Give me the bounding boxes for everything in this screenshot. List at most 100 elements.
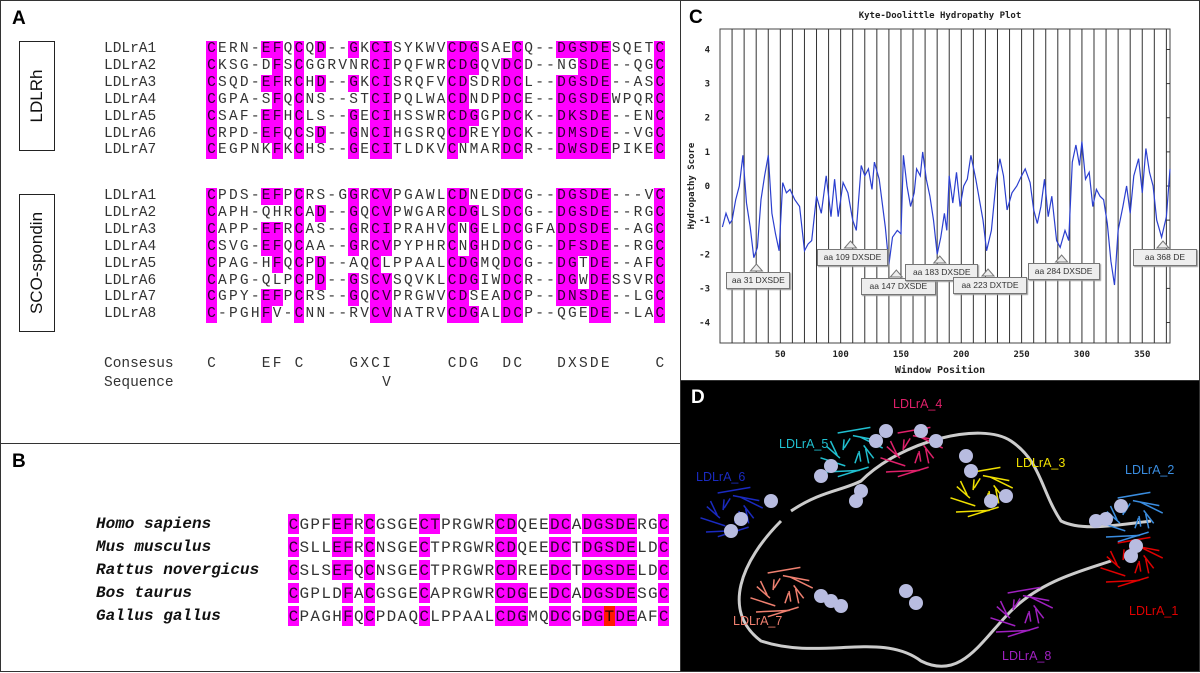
- residue: -: [622, 188, 632, 204]
- residue: I: [381, 221, 392, 239]
- residue: H: [261, 255, 271, 272]
- residue: E: [599, 289, 611, 307]
- residue: E: [599, 306, 611, 324]
- residue: E: [599, 125, 611, 143]
- residue: C: [370, 74, 381, 92]
- residue: C: [654, 255, 666, 273]
- residue: F: [535, 221, 544, 238]
- residue: D: [582, 560, 593, 580]
- label-ldlra-2: LDLrA_2: [1125, 463, 1175, 477]
- residue: -: [338, 41, 348, 57]
- residue: G: [218, 289, 227, 306]
- side-chain-stick: [973, 478, 981, 489]
- sequence-row: Sequence V: [104, 375, 674, 392]
- residue: A: [218, 221, 227, 238]
- residue: E: [502, 41, 512, 57]
- residue: Q: [353, 608, 364, 626]
- consensus-char: [490, 356, 501, 373]
- residue: A: [349, 255, 358, 272]
- residue: -: [546, 108, 555, 125]
- side-chain-stick: [1138, 515, 1142, 527]
- residue: D: [457, 204, 469, 222]
- residue: -: [327, 142, 337, 159]
- consensus-char: [337, 375, 348, 392]
- residue: R: [452, 539, 462, 557]
- residue: K: [524, 125, 533, 142]
- residue: W: [425, 91, 435, 108]
- side-chain-stick: [788, 590, 792, 602]
- residue: C: [560, 606, 572, 626]
- residue: E: [331, 537, 343, 557]
- residue: G: [462, 585, 473, 603]
- consensus-char: [370, 375, 381, 392]
- residue: S: [321, 562, 331, 580]
- residue: A: [633, 255, 643, 272]
- calcium-sphere: [999, 489, 1013, 503]
- residue: C: [370, 188, 381, 205]
- residue: Q: [283, 255, 293, 272]
- residue: D: [588, 306, 600, 324]
- residue: G: [299, 516, 310, 534]
- residue: P: [283, 272, 293, 289]
- residue: D: [501, 74, 513, 92]
- residue: C: [206, 188, 217, 205]
- residue: V: [436, 41, 446, 57]
- residue: D: [588, 238, 600, 256]
- x-tick-label: 350: [1134, 350, 1150, 360]
- residue: V: [381, 306, 392, 324]
- residue: K: [566, 108, 578, 126]
- residue: D: [556, 108, 567, 126]
- residue: A: [637, 608, 647, 626]
- residue: D: [566, 221, 578, 239]
- residue: D: [588, 289, 600, 307]
- residue: D: [501, 142, 513, 160]
- residue: A: [414, 188, 424, 204]
- residue: S: [469, 74, 479, 91]
- consensus-char: X: [360, 356, 369, 372]
- side-chain-stick: [982, 474, 1010, 482]
- residue: R: [228, 41, 238, 57]
- residue: E: [644, 142, 654, 159]
- residue: D: [414, 142, 424, 159]
- x-tick-label: 50: [775, 350, 786, 360]
- residue: D: [457, 188, 469, 205]
- residue: I: [381, 41, 392, 58]
- residue: C: [446, 204, 458, 222]
- species-row: Rattus novergicus C S L S E F Q C N S G E C T P R G W R C D R E…: [96, 559, 676, 581]
- consensus-char: [425, 356, 436, 373]
- residue: D: [505, 606, 517, 626]
- residue: -: [546, 57, 555, 74]
- residue: T: [571, 539, 582, 557]
- residue: -: [250, 204, 260, 221]
- residue: K: [218, 57, 227, 74]
- residue: C: [293, 272, 305, 290]
- residue: G: [644, 221, 654, 238]
- residue: E: [625, 560, 637, 580]
- residue: E: [260, 41, 272, 58]
- residue: C: [446, 221, 458, 239]
- residue: G: [462, 516, 473, 534]
- residue: R: [436, 204, 446, 221]
- consensus-char: [326, 356, 337, 373]
- residue: C: [560, 560, 572, 580]
- residue: D: [648, 562, 658, 580]
- residue: I: [381, 142, 392, 160]
- residue: P: [622, 91, 632, 108]
- residue: E: [480, 188, 490, 204]
- residue: -: [535, 108, 544, 125]
- calcium-sphere: [824, 459, 838, 473]
- residue: Y: [403, 238, 413, 255]
- domain-name: LDLrA3: [104, 74, 157, 91]
- side-chain-stick: [959, 480, 968, 496]
- residue: P: [414, 238, 424, 255]
- residue: Q: [261, 272, 271, 289]
- residue: E: [599, 255, 611, 273]
- alignment-row: LDLrA1 C P D S - E F P C R S - G G R C V P G A W L C D N E D D C G - - D G…: [104, 188, 674, 205]
- residue: F: [271, 125, 283, 143]
- residue: -: [327, 238, 337, 255]
- residue: G: [644, 238, 654, 255]
- consensus-char: [206, 375, 217, 392]
- residue: D: [315, 125, 327, 143]
- y-tick-label: -3: [699, 284, 710, 294]
